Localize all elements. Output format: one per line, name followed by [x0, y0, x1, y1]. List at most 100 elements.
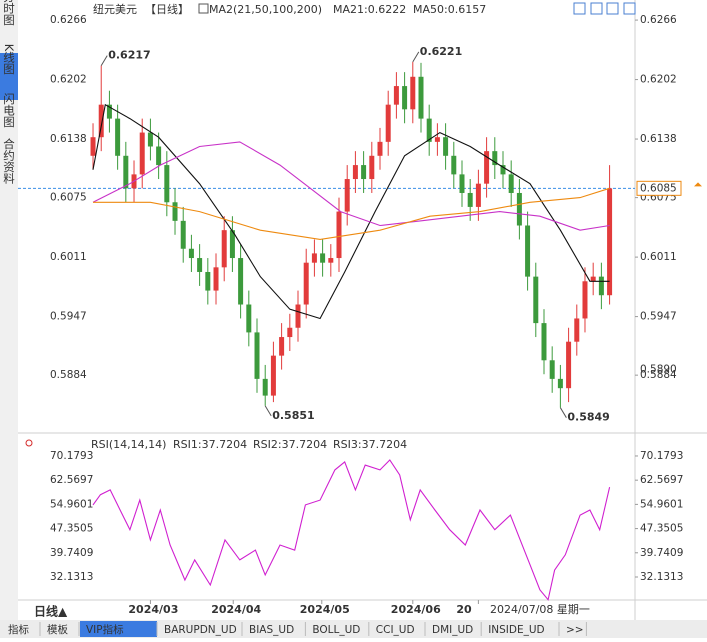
candle-body — [123, 155, 129, 189]
legend-entry: RSI3:37.7204 — [333, 438, 407, 451]
bottom-tab[interactable]: BIAS_UD — [249, 624, 294, 636]
candle-body — [549, 360, 555, 379]
toolbar-icons — [573, 2, 636, 15]
sidebar-tab[interactable]: K线图 — [2, 44, 16, 75]
candle-body — [180, 220, 186, 249]
candle-body — [352, 165, 358, 180]
candle-body — [500, 165, 506, 175]
x-tick-label: 2024/03 — [128, 603, 178, 616]
y-tick-label: 70.1793 — [50, 450, 93, 462]
bottom-tab[interactable]: CCI_UD — [376, 624, 415, 636]
bottom-tab[interactable]: BOLL_UD — [312, 624, 360, 636]
bottom-tab[interactable]: BARUPDN_UD — [164, 624, 237, 636]
icon[interactable] — [623, 2, 636, 15]
y-tick-label: 32.1313 — [50, 571, 93, 583]
candle-body — [98, 104, 104, 138]
candle-body — [279, 337, 285, 356]
x-tick-label: 2024/04 — [211, 603, 261, 616]
candle-body — [344, 179, 350, 212]
candle-body — [475, 183, 481, 207]
y-tick-label: 0.5947 — [640, 311, 677, 323]
annotation: 0.5849 — [567, 411, 609, 424]
period-label: 【日线】 — [145, 2, 189, 16]
y-tick-label: 70.1793 — [640, 450, 683, 462]
y-tick-label: 0.6202 — [640, 74, 677, 86]
y-tick-label: 0.6138 — [50, 133, 87, 145]
candle-body — [418, 76, 424, 119]
tab-active — [80, 621, 157, 637]
icon[interactable] — [573, 2, 586, 15]
sidebar-tab[interactable]: 合约资料 — [2, 137, 16, 185]
x-tick-label: 20 — [456, 603, 472, 616]
line — [92, 459, 611, 601]
candle-body — [467, 192, 473, 207]
annotation: 0.5851 — [272, 409, 314, 422]
icon[interactable] — [590, 2, 603, 15]
candle-body — [147, 132, 153, 147]
y-tick-label: 47.3505 — [50, 523, 93, 535]
y-tick-label: 0.6138 — [640, 133, 677, 145]
candle-body — [287, 327, 293, 338]
bottom-tab[interactable]: 模板 — [47, 623, 68, 636]
legend-entry: RSI1:37.7204 — [173, 438, 247, 451]
y-tick-label: 0.5947 — [50, 311, 87, 323]
candle-body — [434, 137, 440, 142]
price-box — [636, 180, 682, 196]
bottom-tab[interactable]: DMI_UD — [432, 624, 473, 636]
candle-body — [393, 86, 399, 105]
x-tick-label: 2024/05 — [300, 603, 350, 616]
bottom-tab[interactable]: 指标 — [8, 623, 29, 636]
candle-body — [311, 253, 317, 263]
candle-body — [410, 76, 416, 110]
y-tick-label: 0.6011 — [50, 251, 87, 263]
indicator-icon — [198, 3, 209, 14]
legend-entry: RSI2:37.7204 — [253, 438, 327, 451]
icon[interactable] — [606, 2, 619, 15]
y-tick-label: 39.7409 — [50, 547, 93, 559]
candle-body — [303, 262, 309, 305]
candle-body — [270, 355, 276, 396]
annotation-leader — [559, 407, 567, 418]
candle-body — [426, 118, 432, 142]
candle-body — [328, 258, 334, 263]
annotation-leader — [100, 55, 108, 66]
x-tick-label: 2024/06 — [391, 603, 441, 616]
sidebar-tab[interactable]: 分时图 — [2, 0, 16, 26]
candle-body — [590, 276, 596, 282]
y-tick-label: 47.3505 — [640, 523, 683, 535]
candle-body — [385, 104, 391, 142]
candle-body — [90, 137, 96, 156]
bottom-tab[interactable]: >> — [566, 624, 584, 636]
y-tick-label: 0.5884 — [50, 369, 87, 381]
bottom-tab[interactable]: INSIDE_UD — [488, 624, 544, 636]
indicator-value: MA50:0.6157 — [413, 3, 486, 16]
y-tick-label: 54.9601 — [640, 498, 683, 510]
annotation-leader — [412, 51, 420, 63]
rsi-icon — [25, 439, 33, 447]
line — [92, 141, 610, 231]
candle-body — [115, 118, 121, 156]
candle-body — [557, 378, 563, 389]
period-selector[interactable]: 日线▲ — [34, 604, 68, 619]
indicator-value: MA21:0.6222 — [333, 3, 406, 16]
candle-body — [492, 151, 498, 166]
rsi-title: RSI(14,14,14) — [91, 438, 166, 451]
instrument-title: 纽元美元 — [93, 2, 137, 16]
candle-body — [443, 137, 449, 156]
candle-body — [508, 174, 514, 193]
y-tick-label: 0.6075 — [50, 192, 87, 204]
candle-body — [459, 174, 465, 193]
candle-body — [106, 104, 112, 119]
candle-body — [139, 132, 145, 175]
bottom-tab[interactable]: VIP指标 — [86, 623, 124, 636]
y-tick-label: 62.5697 — [50, 474, 93, 486]
candle-body — [525, 225, 531, 277]
sidebar-tab[interactable]: 闪电图 — [2, 92, 16, 128]
candle-body — [221, 230, 227, 268]
indicator-name: MA2(21,50,100,200) — [209, 3, 322, 16]
line — [92, 103, 610, 320]
crosshair-label: 2024/07/08 星期一 — [490, 603, 590, 616]
candle-body — [598, 276, 604, 296]
